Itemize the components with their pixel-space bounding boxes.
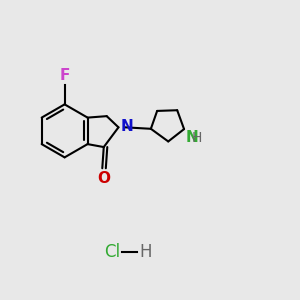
Text: F: F bbox=[59, 68, 70, 83]
Text: N: N bbox=[121, 119, 133, 134]
Text: H: H bbox=[191, 130, 202, 145]
Text: O: O bbox=[98, 171, 110, 186]
Text: Cl: Cl bbox=[104, 243, 121, 261]
Text: H: H bbox=[140, 243, 152, 261]
Text: N: N bbox=[185, 130, 198, 145]
